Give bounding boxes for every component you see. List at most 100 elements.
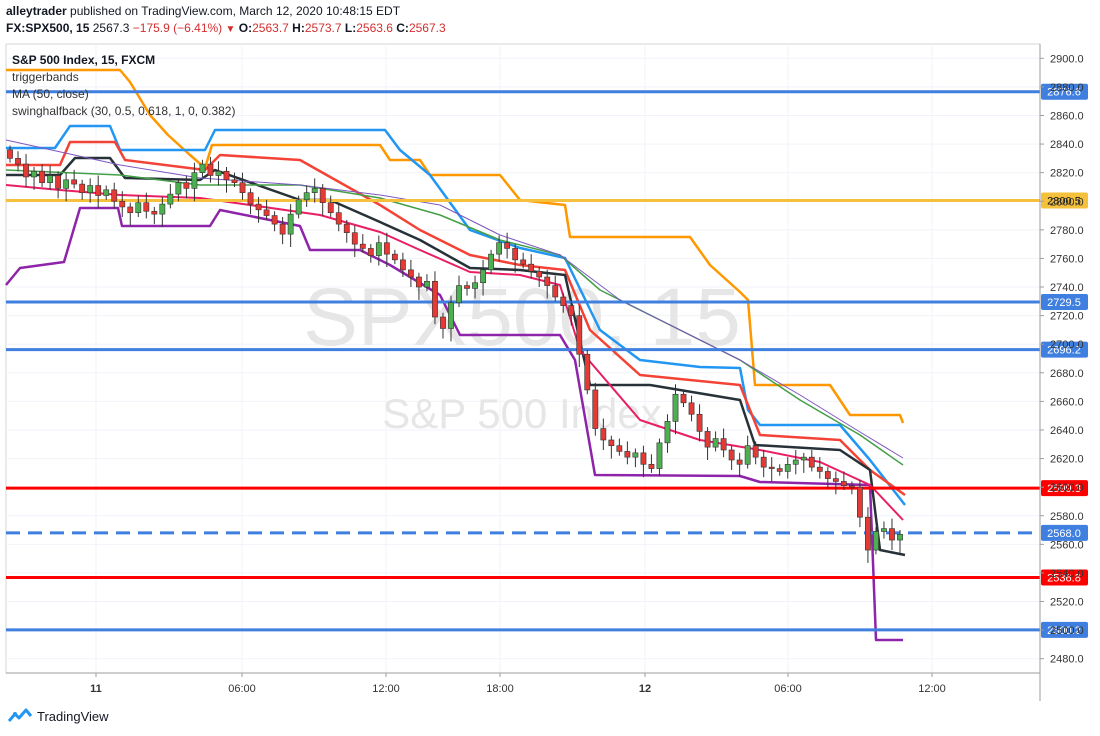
candle-body [55,175,62,189]
candle-body [520,259,527,265]
candle-body [103,189,110,196]
candle-body [889,528,895,541]
price-tick-label: 2840.0 [1050,139,1084,151]
level-tag-2696.2 [1041,341,1088,358]
candle-body [319,188,326,203]
price-tick-label: 2820.0 [1050,168,1084,180]
tradingview-logo-icon [8,708,32,722]
down-arrow-icon: ▼ [225,24,236,35]
candle-body [359,243,366,249]
price-tick-label: 2700.0 [1050,339,1084,351]
candle-body [191,172,198,189]
candle-body [159,203,166,215]
last-price: 2567.3 [92,21,130,35]
level-label-2876.6: 2876.6 [1047,87,1081,99]
price-tick-label: 2620.0 [1050,454,1084,466]
candle-body [327,202,334,213]
candle-body [119,200,126,208]
candle-body [199,163,206,173]
candle-body [279,223,286,235]
legend-item-ma[interactable]: MA (50, close) [12,87,89,101]
watermark-symbol: SPX500, 15 [303,272,741,363]
candle-body [456,285,462,304]
candle-body [448,302,454,329]
time-tick-label: 06:00 [228,683,256,695]
candle-body [71,179,78,185]
candle-body [584,353,591,391]
candle-body [143,202,150,212]
candle-body [239,182,246,193]
publish-info: published on TradingView.com, March 12, … [70,4,401,18]
candle-body [712,438,719,448]
time-tick-label: 11 [90,683,102,695]
legend-item-swinghalfback[interactable]: swinghalfback (30, 0.5, 0.618, 1, 0, 0.3… [12,104,236,118]
indicator-lines [5,68,906,642]
low-value: 2563.6 [356,21,393,35]
candle-body [865,516,871,551]
ma-violet [5,139,904,459]
candle-body [271,215,278,225]
level-label-2568.0: 2568.0 [1047,528,1081,540]
price-tick-label: 2860.0 [1050,110,1084,122]
candle-body [175,182,182,195]
close-label: C: [396,21,409,35]
candle-body [87,185,94,193]
legend-item-triggerbands[interactable]: triggerbands [12,70,79,84]
candle-body [560,296,567,306]
candle-body [881,528,887,532]
candle-body [688,402,695,415]
candle-body [183,182,190,189]
swing-low-purple [5,206,903,642]
price-tick-label: 2900.0 [1050,53,1084,65]
level-tag-2568.0 [1041,524,1088,541]
high-value: 2573.7 [304,21,342,35]
publish-line: alleytrader published on TradingView.com… [6,4,400,18]
candle-body [632,452,639,458]
level-label-2599.3: 2599.3 [1047,483,1081,495]
candle-body [488,253,494,271]
candle-body [351,232,358,245]
candle-body [295,199,302,215]
level-label-2536.8: 2536.8 [1047,573,1081,585]
candle-body [343,223,350,233]
symbol-watermark: SPX500, 15 S&P 500 Index [303,272,741,437]
level-tag-2536.8 [1041,569,1088,586]
ohlc-line: FX:SPX500, 15 2567.3 −175.9 (−6.41%) ▼ O… [6,21,446,35]
author-name[interactable]: alleytrader [6,4,67,18]
candle-body [528,263,535,272]
indicator-legend: S&P 500 Index, 15, FXCM triggerbands MA … [12,52,235,120]
candle-body [504,242,511,249]
candle-body [704,431,711,448]
candle-body [744,445,751,465]
footer-brand[interactable]: TradingView [8,708,109,724]
candle-body [680,393,687,404]
level-tag-2500.2 [1041,621,1088,638]
symbol-label: FX:SPX500, 15 [6,21,90,35]
watermark-description: S&P 500 Index [382,390,661,437]
candle-body [624,451,631,458]
candle-body [776,468,783,472]
candle-body [873,531,879,551]
open-label: O: [238,21,253,35]
candle-body [7,149,13,159]
price-tick-label: 2800.0 [1050,196,1084,208]
candle-body [480,269,486,284]
candle-body [223,170,230,181]
price-tick-label: 2500.0 [1050,625,1084,637]
candle-body [135,202,142,213]
close-value: 2567.3 [408,21,446,35]
candle-body [552,285,559,298]
candle-body [399,259,406,271]
candle-body [664,421,671,444]
candle-body [79,183,86,193]
candle-body [848,485,855,488]
candle-body [616,445,623,452]
candle-body [600,428,607,441]
tradingview-label: TradingView [37,708,109,724]
candle-body [536,270,543,278]
candle-body [496,242,502,255]
candle-body [512,248,519,261]
level-label-2696.2: 2696.2 [1047,345,1081,357]
candle-body [95,185,102,196]
